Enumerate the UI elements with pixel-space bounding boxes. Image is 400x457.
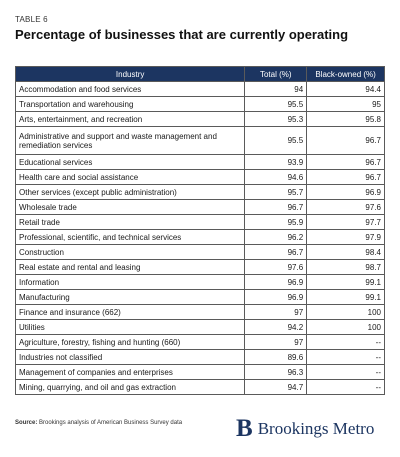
total-cell: 97 bbox=[244, 304, 308, 320]
table-row: Professional, scientific, and technical … bbox=[14, 229, 385, 245]
table-row: Management of companies and enterprises … bbox=[14, 364, 385, 380]
total-cell: 94.2 bbox=[244, 319, 308, 335]
logo-wordmark: Brookings Metro bbox=[257, 418, 375, 438]
total-cell: 97.6 bbox=[244, 259, 308, 275]
industry-cell: Management of companies and enterprises bbox=[14, 364, 246, 380]
industry-cell: Construction bbox=[14, 244, 246, 260]
industry-cell: Accommodation and food services bbox=[14, 81, 246, 97]
black-owned-cell: 95 bbox=[306, 96, 385, 112]
table-row: Utilities 94.2 100 bbox=[14, 319, 385, 335]
total-cell: 96.9 bbox=[244, 289, 308, 305]
total-cell: 89.6 bbox=[244, 349, 308, 365]
table-body: Accommodation and food services 94 94.4 … bbox=[14, 81, 385, 395]
industry-cell: Administrative and support and waste man… bbox=[14, 126, 246, 155]
data-table: Industry Total (%) Black-owned (%) Accom… bbox=[14, 66, 385, 395]
total-cell: 96.7 bbox=[244, 244, 308, 260]
total-cell: 96.9 bbox=[244, 274, 308, 290]
total-cell: 94 bbox=[244, 81, 308, 97]
table-row: Finance and insurance (662) 97 100 bbox=[14, 304, 385, 320]
industry-cell: Arts, entertainment, and recreation bbox=[14, 111, 246, 127]
industry-cell: Health care and social assistance bbox=[14, 169, 246, 185]
black-owned-cell: -- bbox=[306, 349, 385, 365]
table-row: Construction 96.7 98.4 bbox=[14, 244, 385, 260]
table-row: Manufacturing 96.9 99.1 bbox=[14, 289, 385, 305]
black-owned-cell: 99.1 bbox=[306, 289, 385, 305]
brookings-metro-logo: B Brookings Metro bbox=[236, 416, 374, 441]
table-row: Wholesale trade 96.7 97.6 bbox=[14, 199, 385, 215]
industry-cell: Other services (except public administra… bbox=[14, 184, 246, 200]
logo-mark: B bbox=[236, 415, 253, 442]
industry-cell: Finance and insurance (662) bbox=[14, 304, 246, 320]
industry-cell: Agriculture, forestry, fishing and hunti… bbox=[14, 334, 246, 350]
total-cell: 95.3 bbox=[244, 111, 308, 127]
black-owned-cell: 99.1 bbox=[306, 274, 385, 290]
total-cell: 96.3 bbox=[244, 364, 308, 380]
industry-cell: Transportation and warehousing bbox=[14, 96, 246, 112]
header-row: Industry Total (%) Black-owned (%) bbox=[14, 66, 385, 82]
table-row: Mining, quarrying, and oil and gas extra… bbox=[14, 379, 385, 395]
industry-cell: Information bbox=[14, 274, 246, 290]
total-cell: 95.5 bbox=[244, 96, 308, 112]
table-row: Arts, entertainment, and recreation 95.3… bbox=[14, 111, 385, 127]
table-row: Industries not classified 89.6 -- bbox=[14, 349, 385, 365]
industry-cell: Retail trade bbox=[14, 214, 246, 230]
table-row: Transportation and warehousing 95.5 95 bbox=[14, 96, 385, 112]
industry-cell: Manufacturing bbox=[14, 289, 246, 305]
black-owned-cell: -- bbox=[306, 364, 385, 380]
industry-cell: Industries not classified bbox=[14, 349, 246, 365]
total-cell: 97 bbox=[244, 334, 308, 350]
industry-cell: Real estate and rental and leasing bbox=[14, 259, 246, 275]
total-cell: 95.9 bbox=[244, 214, 308, 230]
table-row: Educational services 93.9 96.7 bbox=[14, 154, 385, 170]
industry-cell: Wholesale trade bbox=[14, 199, 246, 215]
industry-cell: Mining, quarrying, and oil and gas extra… bbox=[14, 379, 246, 395]
table-number: TABLE 6 bbox=[15, 15, 48, 24]
total-cell: 95.7 bbox=[244, 184, 308, 200]
table-row: Real estate and rental and leasing 97.6 … bbox=[14, 259, 385, 275]
table-row: Other services (except public administra… bbox=[14, 184, 385, 200]
black-owned-cell: 97.7 bbox=[306, 214, 385, 230]
source-text: Brookings analysis of American Business … bbox=[39, 420, 183, 426]
black-owned-cell: 96.7 bbox=[306, 126, 385, 155]
source-label: Source: bbox=[15, 420, 38, 426]
column-header-industry: Industry bbox=[14, 66, 246, 82]
column-header-black-owned: Black-owned (%) bbox=[306, 66, 385, 82]
black-owned-cell: 98.4 bbox=[306, 244, 385, 260]
industry-cell: Educational services bbox=[14, 154, 246, 170]
industry-cell: Utilities bbox=[14, 319, 246, 335]
black-owned-cell: 96.9 bbox=[306, 184, 385, 200]
black-owned-cell: 98.7 bbox=[306, 259, 385, 275]
black-owned-cell: 96.7 bbox=[306, 169, 385, 185]
black-owned-cell: -- bbox=[306, 334, 385, 350]
table-row: Administrative and support and waste man… bbox=[14, 126, 385, 155]
industry-cell: Professional, scientific, and technical … bbox=[14, 229, 246, 245]
table-row: Accommodation and food services 94 94.4 bbox=[14, 81, 385, 97]
black-owned-cell: 96.7 bbox=[306, 154, 385, 170]
table-header: Industry Total (%) Black-owned (%) bbox=[14, 66, 385, 82]
page-title: Percentage of businesses that are curren… bbox=[15, 27, 349, 42]
black-owned-cell: 97.9 bbox=[306, 229, 385, 245]
black-owned-cell: -- bbox=[306, 379, 385, 395]
total-cell: 94.6 bbox=[244, 169, 308, 185]
table-row: Retail trade 95.9 97.7 bbox=[14, 214, 385, 230]
total-cell: 96.7 bbox=[244, 199, 308, 215]
total-cell: 93.9 bbox=[244, 154, 308, 170]
black-owned-cell: 97.6 bbox=[306, 199, 385, 215]
total-cell: 96.2 bbox=[244, 229, 308, 245]
source-note: Source: Brookings analysis of American B… bbox=[15, 420, 182, 426]
black-owned-cell: 100 bbox=[306, 319, 385, 335]
total-cell: 94.7 bbox=[244, 379, 308, 395]
column-header-total: Total (%) bbox=[244, 66, 308, 82]
table-row: Agriculture, forestry, fishing and hunti… bbox=[14, 334, 385, 350]
black-owned-cell: 95.8 bbox=[306, 111, 385, 127]
table-row: Information 96.9 99.1 bbox=[14, 274, 385, 290]
table-row: Health care and social assistance 94.6 9… bbox=[14, 169, 385, 185]
total-cell: 95.5 bbox=[244, 126, 308, 155]
black-owned-cell: 94.4 bbox=[306, 81, 385, 97]
black-owned-cell: 100 bbox=[306, 304, 385, 320]
